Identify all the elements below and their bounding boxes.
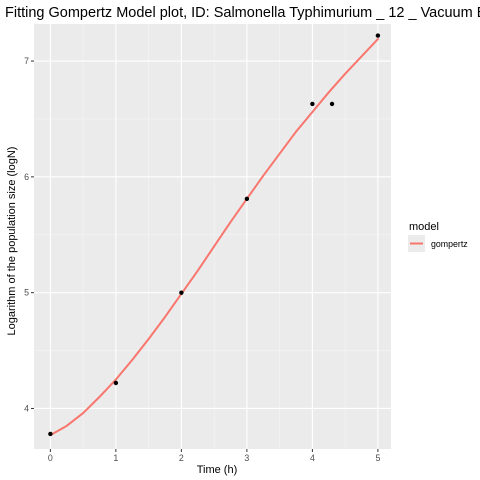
legend: model gompertz xyxy=(408,221,468,252)
x-tick-label: 1 xyxy=(113,453,118,463)
x-tick-label: 0 xyxy=(48,453,53,463)
x-tick-label: 5 xyxy=(375,453,380,463)
plot-panel xyxy=(34,24,391,449)
series-layer xyxy=(48,33,381,437)
y-tick-label: 6 xyxy=(24,172,29,182)
x-axis: 0 1 2 3 4 5 xyxy=(48,449,380,463)
x-tick-label: 2 xyxy=(179,453,184,463)
series-line-gompertz xyxy=(49,38,379,437)
legend-title: model xyxy=(409,221,439,233)
legend-label-gompertz: gompertz xyxy=(431,239,468,249)
data-point xyxy=(113,380,119,386)
x-tick-label: 4 xyxy=(310,453,315,463)
data-point xyxy=(375,33,381,38)
x-axis-title: Time (h) xyxy=(197,464,238,476)
data-point xyxy=(329,101,335,107)
y-axis: 4 5 6 7 xyxy=(24,56,34,413)
data-point xyxy=(244,196,250,202)
y-axis-title: Logarithm of the population size (logN) xyxy=(6,147,18,336)
y-tick-label: 5 xyxy=(24,288,29,298)
data-point xyxy=(48,431,53,437)
minor-gridlines xyxy=(34,24,391,449)
chart-title: Fitting Gompertz Model plot, ID: Salmone… xyxy=(5,5,480,21)
y-tick-label: 4 xyxy=(24,403,29,413)
x-tick-label: 3 xyxy=(244,453,249,463)
data-point xyxy=(179,290,184,295)
data-point xyxy=(310,101,315,107)
y-tick-label: 7 xyxy=(24,56,29,66)
